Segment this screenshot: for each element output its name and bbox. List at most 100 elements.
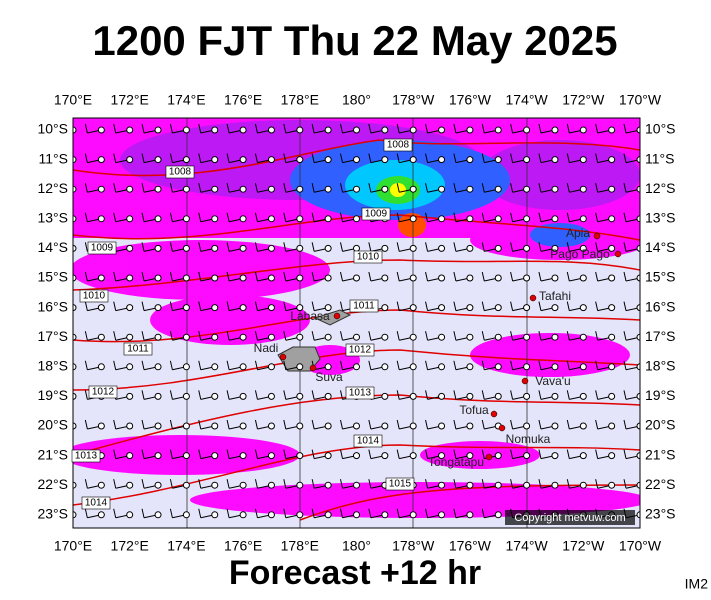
wind-barb — [113, 479, 134, 489]
wind-barb — [595, 390, 616, 400]
station — [126, 363, 134, 371]
station — [154, 244, 162, 252]
station — [438, 511, 446, 519]
station — [182, 392, 190, 400]
barb-tick — [169, 360, 173, 370]
station — [381, 392, 389, 400]
barb-tick — [368, 508, 372, 518]
station — [494, 244, 502, 252]
barb-tick — [510, 242, 514, 252]
barb-tick — [113, 449, 117, 459]
barb-tick — [226, 301, 230, 311]
wind-barb — [141, 242, 162, 252]
station — [438, 244, 446, 252]
station — [438, 215, 446, 223]
station — [409, 363, 417, 371]
barb-tick — [311, 183, 315, 193]
barb-tick — [283, 479, 287, 489]
barb-tick — [623, 212, 627, 222]
wind-barb — [113, 360, 134, 371]
wind-barb — [84, 183, 105, 193]
barb-tick — [283, 390, 287, 400]
wind-barb — [73, 244, 77, 252]
wind-barb — [623, 123, 640, 134]
station — [126, 481, 134, 489]
wind-barb — [73, 422, 77, 430]
station — [523, 363, 531, 371]
wind-barb — [481, 508, 502, 519]
station — [523, 392, 531, 400]
lat-label: 10°S — [645, 121, 676, 137]
barb-tick — [453, 479, 457, 489]
barb-tick — [340, 301, 343, 311]
barb-tick — [623, 419, 627, 430]
barb-tick — [595, 479, 599, 489]
station — [438, 304, 446, 312]
barb-tick — [84, 183, 88, 193]
station — [579, 126, 587, 134]
barb-tick — [595, 212, 599, 222]
station — [296, 363, 304, 371]
wind-barb — [368, 271, 389, 282]
station — [353, 452, 360, 460]
wind-barb — [198, 419, 219, 430]
wind-barb — [425, 331, 446, 341]
barb-tick — [368, 419, 372, 430]
wind-barb — [566, 390, 587, 400]
station — [409, 304, 417, 312]
barb-tick — [510, 360, 514, 370]
barb-tick — [623, 301, 627, 311]
barb-tick — [481, 153, 485, 163]
barb-tick — [283, 123, 287, 134]
barb-tick — [84, 153, 88, 163]
barb-tick — [283, 153, 287, 163]
station — [608, 244, 616, 252]
station — [409, 156, 417, 164]
station — [324, 452, 332, 460]
station — [353, 185, 360, 193]
station — [324, 304, 332, 312]
barb-tick — [198, 508, 202, 518]
barb-tick — [368, 183, 372, 193]
station — [126, 215, 134, 223]
station — [466, 274, 474, 282]
barb-tick — [623, 271, 627, 282]
isobar-label: 1009 — [91, 243, 114, 254]
lon-label: 170°W — [619, 538, 662, 554]
station — [523, 452, 531, 460]
barb-tick — [368, 449, 372, 459]
station — [73, 422, 77, 430]
barb-tick — [453, 212, 457, 222]
wind-barb — [169, 479, 190, 489]
barb-tick — [113, 183, 117, 193]
wind-barb — [510, 271, 531, 282]
barb-tick — [113, 153, 117, 163]
wind-barb — [566, 360, 587, 371]
wind-barb — [340, 183, 360, 193]
wind-barb — [595, 271, 616, 282]
wind-barb — [566, 271, 587, 282]
wind-barb — [453, 331, 474, 341]
station — [154, 126, 162, 134]
wind-barb — [73, 126, 77, 134]
station — [381, 244, 389, 252]
station — [608, 363, 616, 371]
wind-barb — [311, 508, 332, 519]
barb-tick — [84, 360, 88, 370]
wind-barb — [198, 508, 219, 519]
barb-tick — [396, 301, 400, 311]
lon-label: 172°E — [111, 538, 149, 554]
station — [324, 185, 332, 193]
barb-tick — [481, 212, 485, 222]
station — [608, 481, 616, 489]
barb-tick — [595, 449, 599, 459]
barb-tick — [169, 449, 173, 459]
station — [182, 244, 190, 252]
station — [494, 333, 502, 341]
isobar-label: 1010 — [83, 291, 106, 302]
barb-tick — [623, 479, 627, 489]
wind-barb — [396, 360, 417, 371]
wind-barb — [623, 301, 640, 312]
barb-tick — [481, 242, 485, 252]
lon-label: 178°W — [392, 92, 435, 108]
